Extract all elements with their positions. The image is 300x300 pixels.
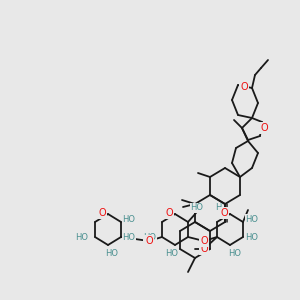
- Text: O: O: [240, 82, 248, 92]
- Text: HO: HO: [245, 214, 259, 224]
- Text: HO: HO: [229, 248, 242, 257]
- Text: HO: HO: [122, 214, 136, 224]
- Text: O: O: [220, 208, 228, 218]
- Text: HO: HO: [190, 203, 203, 212]
- Text: O: O: [165, 208, 173, 218]
- Text: HO: HO: [122, 232, 136, 242]
- Text: O: O: [98, 208, 106, 218]
- Text: HO: HO: [245, 233, 259, 242]
- Text: O: O: [260, 123, 268, 133]
- Text: HO: HO: [106, 248, 118, 257]
- Text: O: O: [145, 236, 153, 246]
- Text: HO: HO: [76, 232, 88, 242]
- Text: HO: HO: [143, 233, 157, 242]
- Text: H: H: [215, 203, 221, 212]
- Text: O: O: [200, 244, 208, 254]
- Text: HO: HO: [166, 248, 178, 257]
- Text: O: O: [200, 236, 208, 246]
